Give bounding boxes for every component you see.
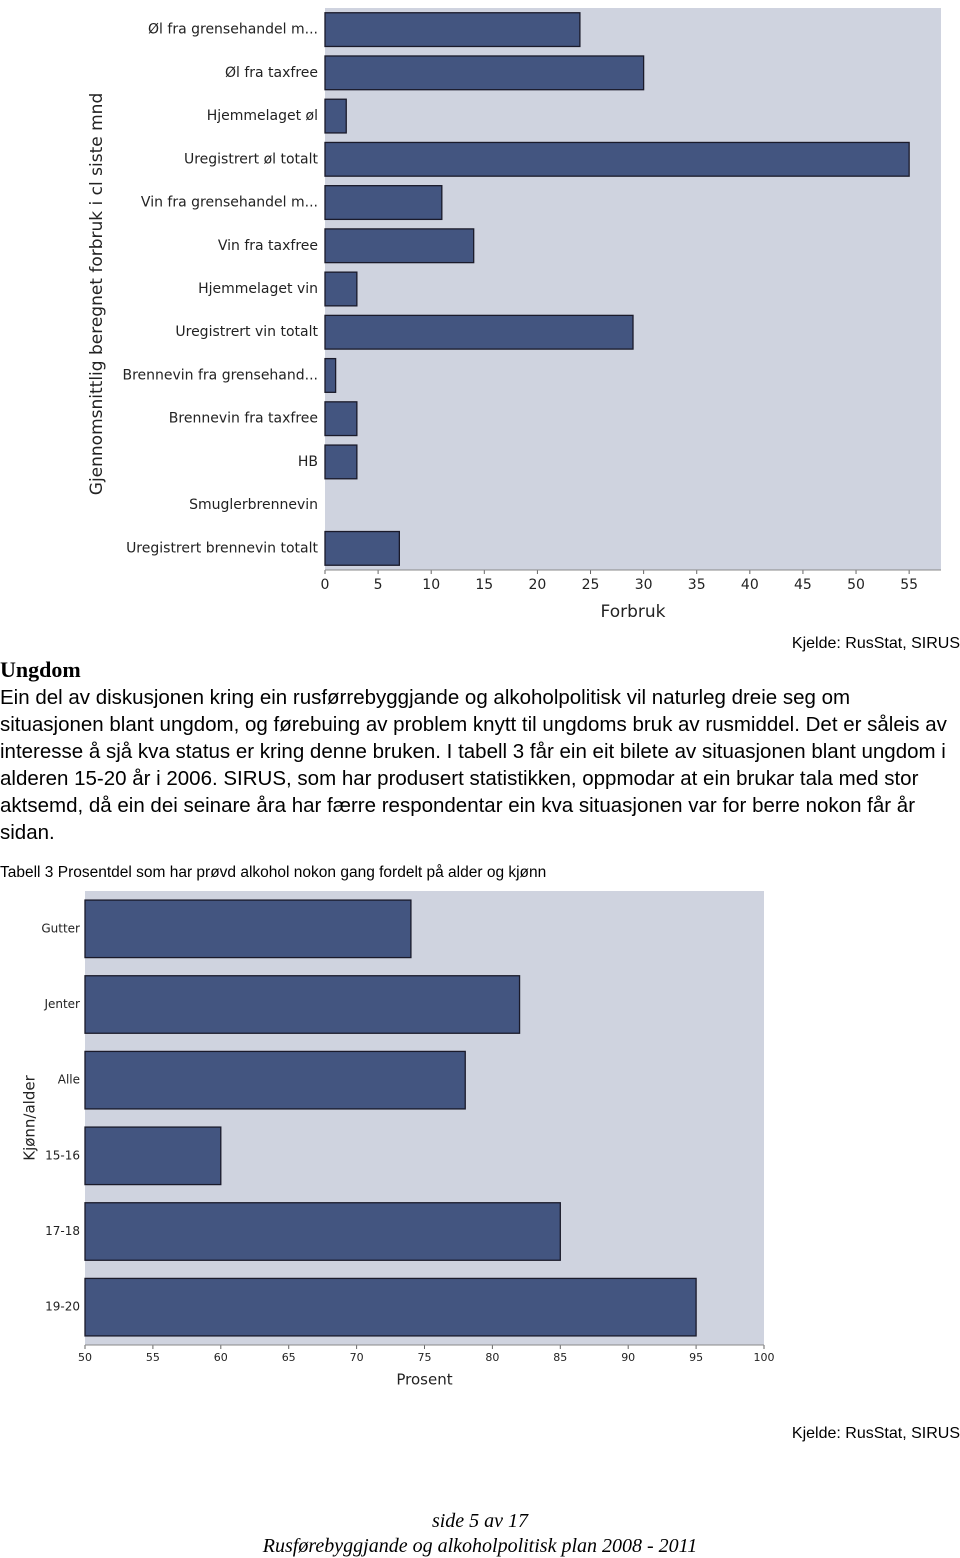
y-tick-label: Uregistrert brennevin totalt xyxy=(126,540,318,556)
x-tick-label: 35 xyxy=(688,577,706,593)
x-tick-label: 95 xyxy=(689,1351,703,1364)
x-tick-label: 80 xyxy=(485,1351,499,1364)
bar xyxy=(84,1277,697,1337)
y-axis-label: Gjennomsnittlig beregnet forbruk i cl si… xyxy=(87,93,107,495)
x-axis-label: Prosent xyxy=(396,1371,452,1389)
x-tick-label: 55 xyxy=(146,1351,160,1364)
x-tick-label: 90 xyxy=(621,1351,635,1364)
x-tick-label: 75 xyxy=(418,1351,432,1364)
bar xyxy=(324,185,443,221)
bar xyxy=(324,444,358,480)
plot-area xyxy=(85,891,764,1345)
y-tick-label: 17-18 xyxy=(45,1224,80,1238)
y-tick-label: 19-20 xyxy=(45,1300,80,1314)
y-tick-label: Hjemmelaget øl xyxy=(207,108,318,124)
source: Kjelde: RusStat, SIRUS xyxy=(791,635,960,652)
y-tick-label: Vin fra taxfree xyxy=(218,238,318,254)
x-tick-label: 45 xyxy=(794,577,812,593)
bar xyxy=(324,228,475,264)
x-tick-label: 70 xyxy=(350,1351,364,1364)
x-tick-label: 10 xyxy=(422,577,440,593)
x-tick-label: 20 xyxy=(528,577,546,593)
bar xyxy=(324,271,358,307)
bar xyxy=(84,1202,561,1261)
y-tick-label: HB xyxy=(298,454,318,470)
y-tick-label: Brennevin fra grensehand... xyxy=(122,367,318,383)
x-tick-label: 50 xyxy=(847,577,865,593)
x-tick-label: 15 xyxy=(475,577,493,593)
y-tick-label: Alle xyxy=(58,1073,80,1087)
y-tick-label: Gutter xyxy=(41,921,80,935)
x-tick-label: 100 xyxy=(754,1351,775,1364)
y-tick-label: Brennevin fra taxfree xyxy=(169,411,318,427)
bar xyxy=(324,401,358,437)
y-tick-label: Uregistrert øl totalt xyxy=(184,151,319,167)
page-number: side 5 av 17 xyxy=(431,1510,529,1532)
bar xyxy=(324,530,400,566)
bar xyxy=(324,98,347,134)
y-tick-label: 15-16 xyxy=(45,1148,80,1162)
x-axis-label: Forbruk xyxy=(601,602,666,622)
paragraph: Ein del av diskusjonen kring ein rusførr… xyxy=(0,686,947,844)
x-tick-label: 5 xyxy=(374,577,383,593)
caption: Tabell 3 Prosentdel som har prøvd alkoho… xyxy=(0,864,547,881)
source: Kjelde: RusStat, SIRUS xyxy=(791,1425,960,1442)
footer-title: Rusførebyggjande og alkoholpolitisk plan… xyxy=(262,1535,698,1557)
y-tick-label: Uregistrert vin totalt xyxy=(175,324,318,340)
x-tick-label: 50 xyxy=(78,1351,92,1364)
x-tick-label: 0 xyxy=(321,577,330,593)
y-tick-label: Øl fra grensehandel m... xyxy=(148,22,318,38)
y-tick-label: Hjemmelaget vin xyxy=(198,281,318,297)
bar xyxy=(84,975,521,1034)
y-tick-label: Jenter xyxy=(43,997,80,1011)
x-tick-label: 25 xyxy=(582,577,600,593)
x-tick-label: 65 xyxy=(282,1351,296,1364)
x-tick-label: 30 xyxy=(635,577,653,593)
x-tick-label: 40 xyxy=(741,577,759,593)
bar xyxy=(324,55,645,91)
bar xyxy=(324,357,337,393)
bar xyxy=(84,1050,466,1110)
bar xyxy=(84,1126,222,1186)
bar xyxy=(324,141,910,177)
y-tick-label: Vin fra grensehandel m... xyxy=(141,195,318,211)
bar xyxy=(324,314,634,350)
x-tick-label: 55 xyxy=(900,577,918,593)
bar xyxy=(324,12,581,48)
y-tick-label: Øl fra taxfree xyxy=(225,65,318,81)
heading: Ungdom xyxy=(0,657,81,682)
y-tick-label: Smuglerbrennevin xyxy=(189,497,318,513)
bar xyxy=(84,899,412,959)
x-tick-label: 60 xyxy=(214,1351,228,1364)
x-tick-label: 85 xyxy=(553,1351,567,1364)
y-axis-label: Kjønn/alder xyxy=(21,1074,39,1160)
plot-area xyxy=(325,8,941,570)
